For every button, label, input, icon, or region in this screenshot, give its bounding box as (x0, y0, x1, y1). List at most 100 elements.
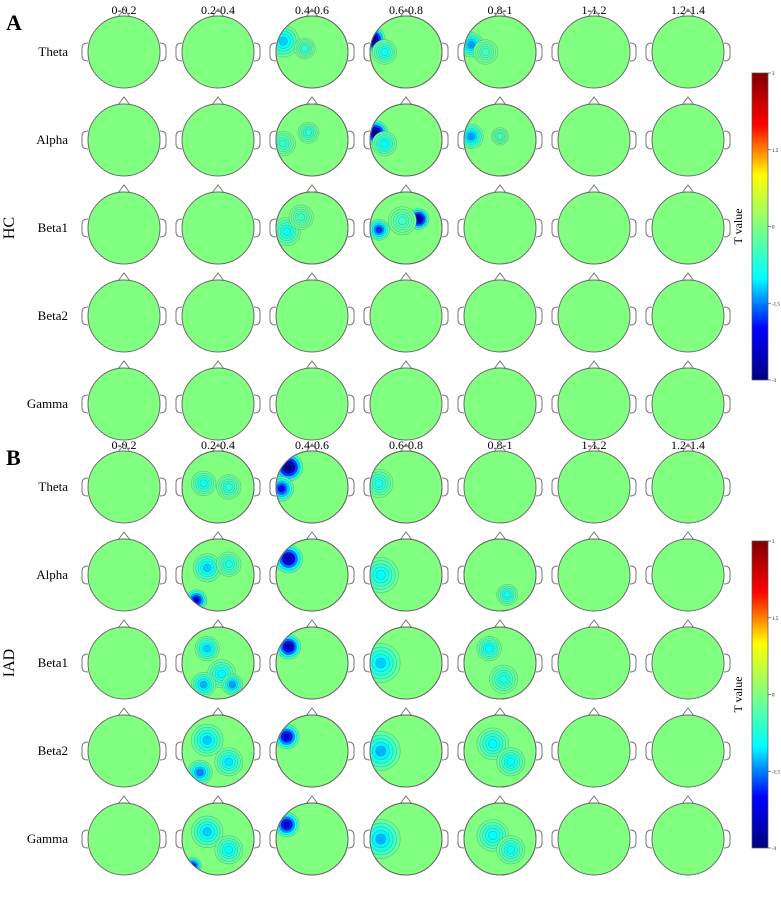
ear-outline (551, 477, 559, 497)
contour-level (217, 669, 226, 679)
colorbar-tick-label: 0 (772, 694, 775, 699)
scalp-map (269, 96, 355, 177)
ear-outline (723, 741, 731, 761)
band-label-theta: Theta (38, 44, 68, 59)
ear-outline (159, 394, 167, 414)
nose-outline (587, 272, 601, 282)
head-outline (463, 279, 537, 353)
scalp-map (363, 619, 449, 700)
time-window-label: 0-0.2 (112, 438, 137, 452)
colorbar-tick-label: 1.5 (772, 149, 779, 154)
ear-outline (457, 653, 465, 673)
ear-outline (551, 218, 559, 238)
time-window-label: 0.6-0.8 (389, 3, 423, 17)
scalp-map (457, 443, 543, 524)
ear-outline (441, 829, 449, 849)
scalp-map (269, 184, 355, 265)
ear-outline (723, 130, 731, 150)
ear-outline (535, 565, 543, 585)
nose-outline (117, 531, 131, 541)
nose-outline (681, 272, 695, 282)
colorbar-gradient (751, 540, 769, 849)
scalp-map (175, 443, 261, 524)
time-window-label: 1.2-1.4 (671, 438, 705, 452)
ear-outline (629, 565, 637, 585)
scalp-map (457, 795, 543, 876)
contour-level (202, 735, 212, 745)
scalp-map (645, 96, 731, 177)
time-window-label: 0.2-0.4 (201, 438, 235, 452)
ear-outline (723, 653, 731, 673)
head-outline (87, 626, 161, 700)
ear-outline (441, 306, 449, 326)
ear-outline (269, 653, 277, 673)
nose-outline (399, 96, 413, 106)
ear-outline (645, 565, 653, 585)
ear-outline (363, 306, 371, 326)
ear-outline (175, 394, 183, 414)
nose-outline (117, 707, 131, 717)
head-rim (275, 191, 349, 265)
ear-outline (723, 306, 731, 326)
nose-outline (117, 619, 131, 629)
scalp-map (175, 8, 261, 89)
scalp-map (175, 619, 261, 700)
ear-outline (645, 306, 653, 326)
scalp-map (363, 8, 449, 89)
head-rim (369, 15, 443, 89)
ear-outline (457, 306, 465, 326)
contour-level (228, 680, 236, 689)
head-outline (651, 714, 725, 788)
activation-layer (370, 556, 399, 593)
ear-outline (347, 741, 355, 761)
colorbar: 3 1.5 0 -1.5 -3 T value (731, 540, 780, 852)
ear-outline (269, 130, 277, 150)
head-rim (463, 15, 537, 89)
ear-outline (253, 218, 261, 238)
nose-outline (305, 531, 319, 541)
ear-outline (535, 477, 543, 497)
ear-outline (269, 565, 277, 585)
head-rim (463, 538, 537, 612)
contour-level (282, 820, 291, 829)
contour-level (481, 48, 490, 56)
colorbar-tick-label: 3 (772, 72, 775, 77)
scalp-map (81, 96, 167, 177)
ear-outline (159, 565, 167, 585)
ear-outline (551, 130, 559, 150)
colorbar-tick-label: -1.5 (772, 770, 780, 775)
nose-outline (305, 707, 319, 717)
nose-outline (211, 795, 225, 805)
colorbar-label: T value (731, 676, 745, 712)
scalp-map (175, 184, 261, 265)
band-label-beta2: Beta2 (38, 308, 68, 323)
activation-layer (276, 723, 300, 750)
head-rim (463, 802, 537, 876)
ear-outline (645, 394, 653, 414)
ear-outline (81, 306, 89, 326)
activation-layer (464, 123, 509, 149)
head-rim (369, 103, 443, 177)
nose-outline (399, 707, 413, 717)
scalp-map (645, 707, 731, 788)
ear-outline (159, 829, 167, 849)
ear-outline (269, 306, 277, 326)
scalp-map (457, 360, 543, 441)
head-outline (369, 279, 443, 353)
ear-outline (551, 42, 559, 62)
head-outline (557, 191, 631, 265)
ear-outline (347, 306, 355, 326)
ear-outline (645, 130, 653, 150)
head-outline (463, 367, 537, 441)
nose-outline (305, 443, 319, 453)
ear-outline (551, 394, 559, 414)
contour-level (375, 745, 387, 757)
ear-outline (441, 565, 449, 585)
scalp-map (457, 707, 543, 788)
ear-outline (347, 477, 355, 497)
nose-outline (399, 184, 413, 194)
activation-layer (191, 470, 242, 500)
ear-outline (81, 394, 89, 414)
contour-level (278, 36, 288, 46)
scalp-map (81, 795, 167, 876)
